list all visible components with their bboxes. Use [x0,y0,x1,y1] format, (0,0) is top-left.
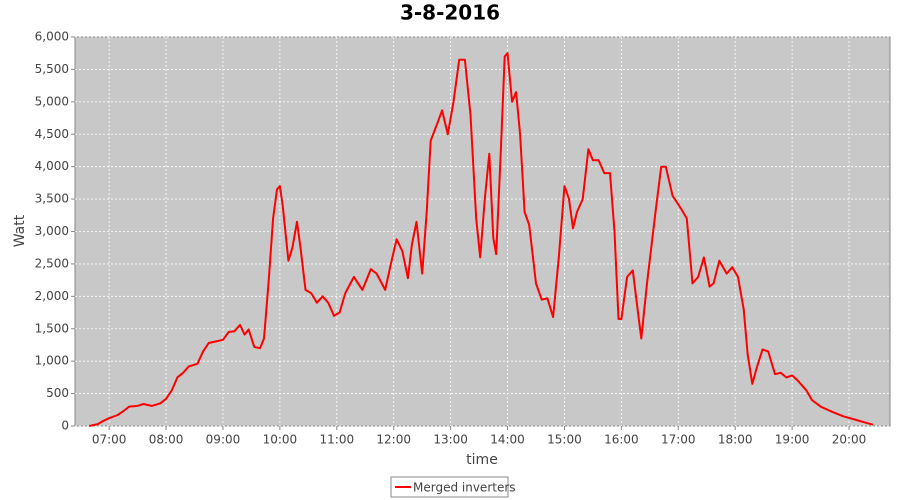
y-tick-label: 5,000 [35,94,69,108]
y-tick-label: 4,500 [35,127,69,141]
x-tick-label: 11:00 [320,433,355,447]
x-tick-label: 17:00 [661,433,696,447]
x-tick-label: 18:00 [718,433,753,447]
y-tick-label: 5,500 [35,62,69,76]
y-tick-label: 0 [61,419,69,433]
x-tick-label: 20:00 [832,433,867,447]
x-axis-label: time [466,452,498,468]
y-tick-label: 2,500 [35,256,69,270]
legend [390,476,509,498]
series-line [88,52,874,427]
y-tick-label: 6,000 [35,30,69,44]
x-tick-label: 13:00 [433,433,468,447]
y-tick-label: 500 [46,386,69,400]
x-tick-label: 12:00 [376,433,411,447]
x-tick-label: 14:00 [490,433,525,447]
x-tick-label: 16:00 [604,433,639,447]
x-tick-label: 10:00 [263,433,298,447]
x-tick-label: 08:00 [149,433,184,447]
x-tick-label: 19:00 [775,433,810,447]
legend-label: Merged inverters [413,481,516,495]
x-tick-label: 09:00 [206,433,241,447]
y-tick-label: 1,500 [35,321,69,335]
y-tick-label: 2,000 [35,289,69,303]
y-tick-label: 3,000 [35,224,69,238]
chart-title: 3-8-2016 [400,1,500,25]
y-axis-label: Watt [12,214,28,247]
x-tick-label: 07:00 [92,433,127,447]
y-tick-label: 3,500 [35,192,69,206]
y-tick-label: 4,000 [35,159,69,173]
x-tick-label: 15:00 [547,433,582,447]
y-tick-label: 1,000 [35,354,69,368]
